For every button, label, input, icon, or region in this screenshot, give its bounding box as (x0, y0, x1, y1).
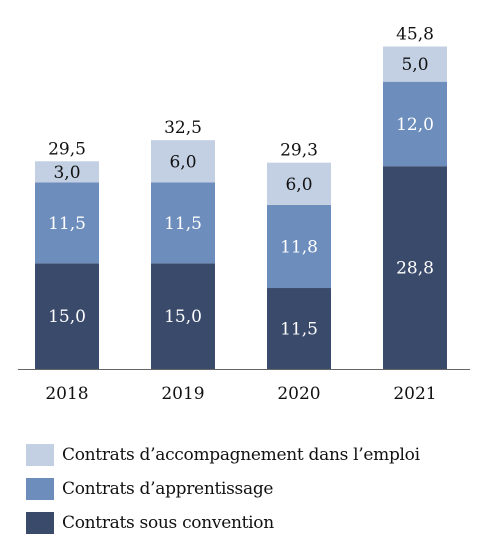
bar-segment-2018-1 (35, 182, 99, 264)
bar-value-label-2021-1: 12,0 (396, 115, 434, 135)
bar-value-label-2018-1: 11,5 (48, 214, 86, 234)
bar-value-label-2018-0: 15,0 (48, 307, 86, 327)
legend-label: Contrats sous convention (62, 513, 274, 533)
x-tick-label-2018: 2018 (45, 384, 88, 404)
bar-segment-2020-1 (267, 204, 331, 289)
bar-value-label-2021-2: 5,0 (401, 55, 428, 75)
bar-total-label-2021: 45,8 (396, 24, 434, 44)
legend-swatch (26, 444, 54, 466)
legend-item-2: Contrats d’accompagnement dans l’emploi (26, 438, 476, 472)
bar-value-label-2019-1: 11,5 (164, 214, 202, 234)
x-tick-label-2021: 2021 (393, 384, 436, 404)
bar-value-label-2020-2: 6,0 (285, 175, 312, 195)
bars-group: 15,0 11,5 3,0 29,5 15,0 11,5 6,0 32,5 11,5 11,8 6,… (35, 24, 447, 369)
bar-segment-2020-2 (267, 162, 331, 205)
bar-segment-2019-2 (151, 140, 215, 183)
bar-segment-2021-2 (383, 46, 447, 82)
legend-label: Contrats d’accompagnement dans l’emploi (62, 445, 420, 465)
bar-segment-2018-2 (35, 161, 99, 183)
bar-segment-2019-0 (151, 263, 215, 369)
bar-value-label-2019-0: 15,0 (164, 307, 202, 327)
bar-value-label-2020-1: 11,8 (280, 237, 318, 257)
legend-item-0: Contrats sous convention (26, 506, 476, 540)
bar-segment-2021-1 (383, 81, 447, 167)
bar-value-label-2020-0: 11,5 (280, 320, 318, 340)
stacked-bar-chart: 15,0 11,5 3,0 29,5 15,0 11,5 6,0 32,5 11,5 11,8 6,… (18, 24, 470, 404)
bar-segment-2018-0 (35, 263, 99, 369)
bar-segment-2019-1 (151, 182, 215, 264)
bar-total-label-2020: 29,3 (280, 141, 318, 161)
bar-value-label-2018-2: 3,0 (53, 163, 80, 183)
bar-segment-2020-0 (267, 288, 331, 369)
bar-total-label-2018: 29,5 (48, 139, 86, 159)
x-tick-label-2019: 2019 (161, 384, 204, 404)
x-tick-label-2020: 2020 (277, 384, 320, 404)
bar-value-label-2021-0: 28,8 (396, 259, 434, 279)
legend-swatch (26, 512, 54, 534)
legend: Contrats d’accompagnement dans l’emploi C… (26, 438, 476, 540)
x-tick-labels: 2018 2019 2020 2021 (45, 384, 436, 404)
legend-item-1: Contrats d’apprentissage (26, 472, 476, 506)
legend-label: Contrats d’apprentissage (62, 479, 274, 499)
bar-total-label-2019: 32,5 (164, 118, 202, 138)
legend-swatch (26, 478, 54, 500)
bar-segment-2021-0 (383, 166, 447, 369)
bar-value-label-2019-2: 6,0 (169, 152, 196, 172)
